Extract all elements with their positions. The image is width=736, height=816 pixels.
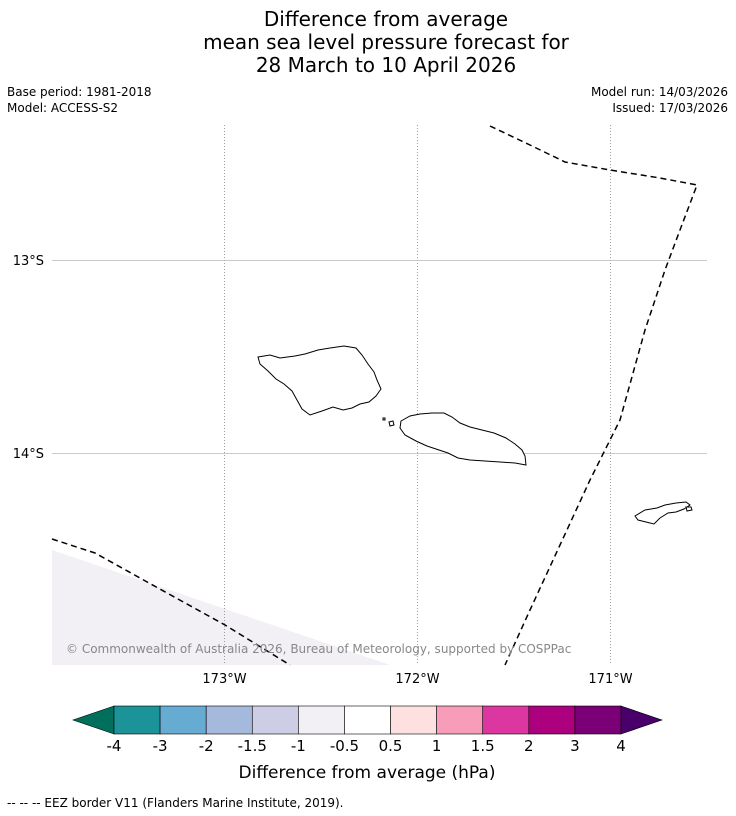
colorbar-bin [528, 705, 576, 735]
colorbar-tick-label: 0.5 [379, 737, 403, 755]
colorbar-bin [113, 705, 161, 735]
lat-label-13s: 13°S [13, 254, 44, 269]
eez-border-line [51, 538, 291, 666]
colorbar-bin [251, 705, 299, 735]
colorbar-tick-label: -2 [199, 737, 214, 755]
colorbar-tick-label: -1 [291, 737, 306, 755]
title-line-3: 28 March to 10 April 2026 [255, 53, 517, 77]
colorbar-bin [390, 705, 437, 735]
colorbar-tick-label: 1.5 [471, 737, 495, 755]
model-run: Model run: 14/03/2026 [590, 85, 728, 99]
islet [382, 417, 386, 421]
title-line-2: mean sea level pressure forecast for [203, 30, 569, 54]
colorbar-arrow-low [72, 705, 115, 735]
lat-label-14s: 14°S [13, 447, 44, 462]
meta-right: Model run: 14/03/2026 Issued: 17/03/2026 [591, 84, 728, 116]
eez-border-line [489, 125, 699, 666]
colorbar-tick-label: 2 [524, 737, 534, 755]
colorbar-tick-label: 1 [432, 737, 442, 755]
model-name: Model: ACCESS-S2 [7, 101, 119, 115]
title-line-1: Difference from average [263, 7, 509, 31]
colorbar-tick-label: -1.5 [238, 737, 267, 755]
lon-label-171w: 171°W [588, 672, 632, 687]
colorbar-bin [436, 705, 484, 735]
lon-label-173w: 173°W [202, 672, 246, 687]
islet [388, 420, 395, 427]
colorbar-tick-label: 3 [570, 737, 580, 755]
colorbar-title: Difference from average (hPa) [239, 763, 496, 783]
base-period: Base period: 1981-2018 [7, 85, 152, 99]
island-tutuila [634, 501, 691, 525]
colorbar-bin [159, 705, 207, 735]
colorbar-bin [298, 705, 345, 735]
colorbar-tick-label: -0.5 [330, 737, 359, 755]
lon-label-172w: 172°W [395, 672, 439, 687]
colorbar-bin [482, 705, 530, 735]
colorbar-bin [574, 705, 622, 735]
colorbar: -4 -3 -2 -1.5 -1 -0.5 0.5 1 1.5 2 3 4 [72, 705, 663, 755]
island-savaii [257, 345, 382, 416]
anomaly-shading [52, 550, 390, 665]
colorbar-tick-label: -3 [153, 737, 168, 755]
issued-date: Issued: 17/03/2026 [612, 101, 728, 115]
colorbar-tick-label: -4 [107, 737, 122, 755]
islet [685, 506, 693, 512]
colorbar-tick-label: 4 [616, 737, 626, 755]
eez-legend: -- -- -- EEZ border V11 (Flanders Marine… [7, 796, 344, 810]
colorbar-bin [344, 705, 391, 735]
chart-title: Difference from average mean sea level p… [0, 8, 736, 77]
colorbar-arrow-high [620, 705, 663, 735]
eez-borders [51, 125, 699, 666]
island-upolu [399, 412, 527, 466]
meta-left: Base period: 1981-2018 Model: ACCESS-S2 [7, 84, 152, 116]
copyright-notice: © Commonwealth of Australia 2026, Bureau… [66, 642, 571, 656]
colorbar-bin [205, 705, 253, 735]
coastlines [257, 345, 693, 525]
gridlines [52, 125, 707, 665]
